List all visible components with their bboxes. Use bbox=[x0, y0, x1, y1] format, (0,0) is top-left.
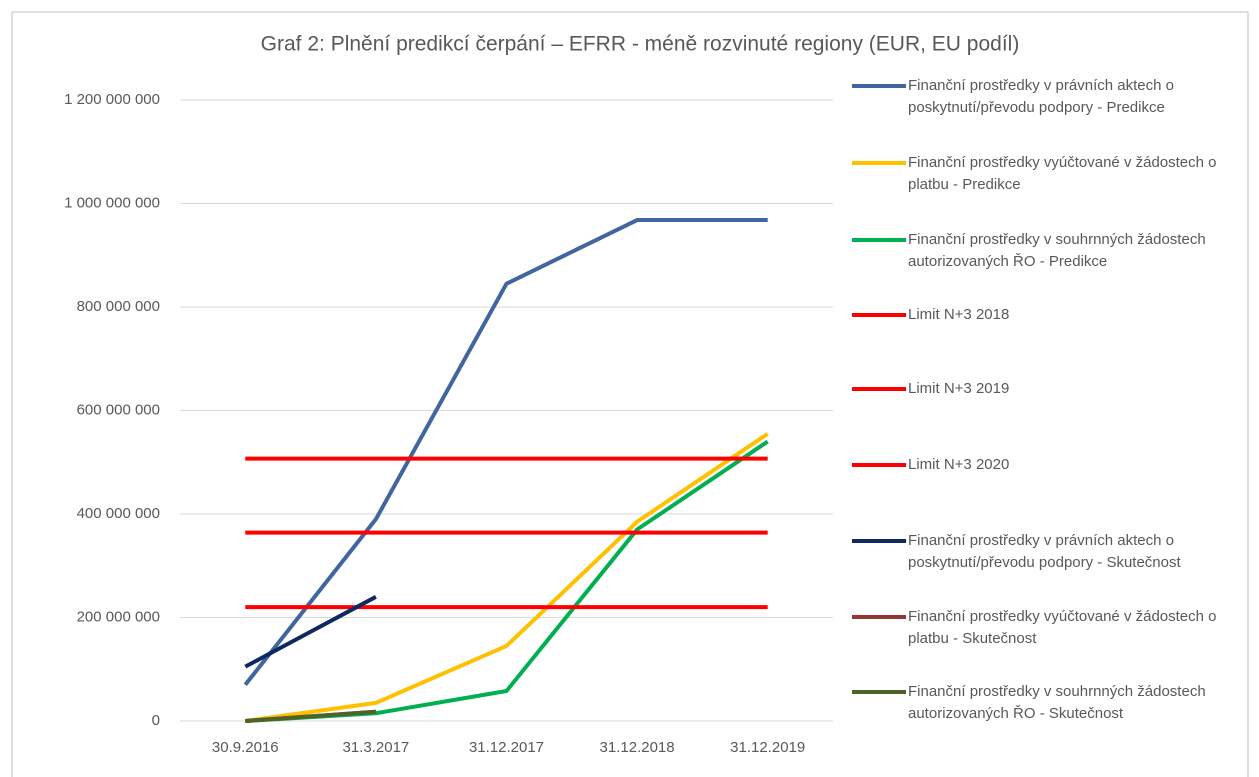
y-tick-label: 200 000 000 bbox=[77, 608, 160, 625]
x-tick-label: 31.12.2019 bbox=[730, 739, 805, 756]
legend-label: Finanční prostředky vyúčtované v žádoste… bbox=[908, 154, 1217, 193]
x-tick-label: 31.3.2017 bbox=[343, 739, 410, 756]
legend-label: Limit N+3 2019 bbox=[908, 380, 1010, 397]
series-line bbox=[245, 709, 377, 723]
series-line bbox=[245, 432, 769, 723]
legend-label: Finanční prostředky v souhrnných žádoste… bbox=[908, 231, 1206, 270]
y-tick-label: 1 000 000 000 bbox=[64, 194, 160, 211]
legend-label: Finanční prostředky v právních aktech o … bbox=[908, 532, 1181, 571]
y-tick-label: 600 000 000 bbox=[77, 401, 160, 418]
chart-frame bbox=[11, 11, 1249, 777]
x-tick-label: 30.9.2016 bbox=[212, 739, 279, 756]
x-tick-label: 31.12.2018 bbox=[600, 739, 675, 756]
y-tick-label: 400 000 000 bbox=[77, 505, 160, 522]
series-line bbox=[243, 218, 768, 687]
series-line bbox=[244, 595, 377, 669]
y-tick-label: 0 bbox=[152, 712, 160, 729]
y-tick-label: 1 200 000 000 bbox=[64, 91, 160, 108]
x-tick-label: 31.12.2017 bbox=[469, 739, 544, 756]
legend-label: Limit N+3 2020 bbox=[908, 456, 1010, 473]
chart-title: Graf 2: Plnění predikcí čerpání – EFRR -… bbox=[261, 33, 1020, 56]
legend-label: Finanční prostředky v právních aktech o … bbox=[908, 77, 1174, 116]
legend-label: Limit N+3 2018 bbox=[908, 306, 1010, 323]
legend-label: Finanční prostředky v souhrnných žádoste… bbox=[908, 683, 1206, 722]
legend-label: Finanční prostředky vyúčtované v žádoste… bbox=[908, 608, 1217, 647]
y-tick-label: 800 000 000 bbox=[77, 298, 160, 315]
